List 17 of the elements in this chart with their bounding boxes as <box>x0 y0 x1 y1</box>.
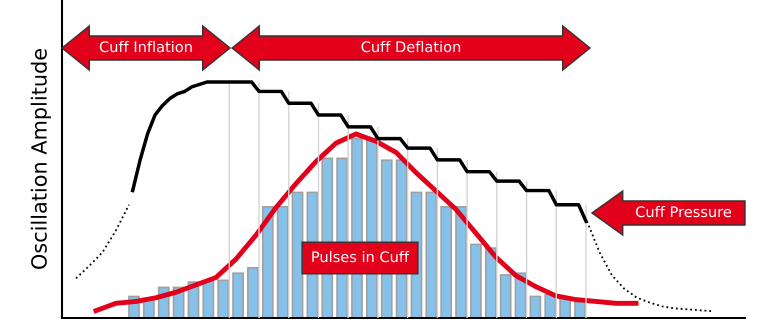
bar <box>455 206 467 318</box>
annotation: Cuff Pressure <box>636 206 732 218</box>
bar <box>425 192 438 318</box>
annotation: Pulses in Cuff <box>312 250 410 262</box>
text: Cuff Inflation <box>100 40 192 52</box>
bar <box>217 280 230 318</box>
bar <box>500 274 512 318</box>
bar <box>276 206 289 318</box>
y-axis-title: Oscillation Amplitude <box>30 49 51 269</box>
bar <box>292 192 304 318</box>
bar <box>470 244 482 318</box>
bar <box>530 296 542 318</box>
bar <box>440 206 452 318</box>
bar <box>232 272 244 318</box>
bar <box>247 266 259 318</box>
text: Cuff Deflation <box>362 40 460 52</box>
bar <box>262 206 274 318</box>
